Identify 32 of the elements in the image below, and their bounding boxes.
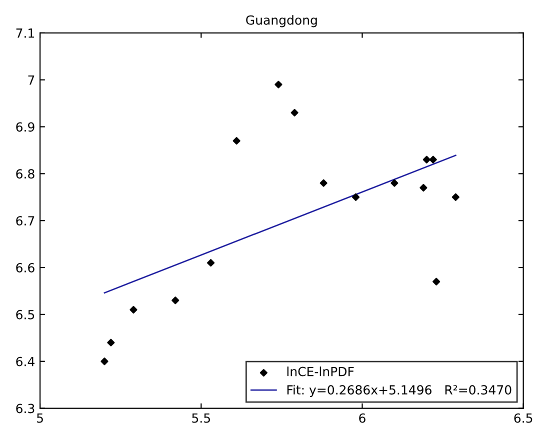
point — [422, 156, 430, 164]
y-tick-label: 6.3 — [16, 404, 34, 414]
point — [130, 306, 138, 314]
point — [290, 108, 298, 116]
y-tick-label: 6.4 — [16, 356, 34, 366]
legend-label: lnCE-lnPDF — [287, 366, 354, 376]
point — [172, 296, 180, 304]
point — [390, 179, 398, 187]
x-tick-label: 6 — [359, 413, 366, 423]
y-tick-label: 6.6 — [16, 262, 34, 272]
x-tick-label: 6.5 — [514, 413, 532, 423]
x-tick-label: 5 — [37, 414, 43, 423]
point — [274, 80, 282, 88]
point — [232, 137, 240, 145]
point — [352, 193, 360, 201]
point — [320, 179, 328, 187]
y-tick-label: 7.1 — [16, 28, 34, 38]
point — [100, 358, 108, 366]
point — [420, 184, 428, 192]
chart-title: Guangdong — [246, 15, 317, 28]
point — [432, 278, 440, 286]
point — [107, 338, 115, 346]
y-tick-label: 6.5 — [16, 310, 34, 320]
point — [207, 259, 215, 267]
y-tick-label: 6.8 — [16, 169, 34, 179]
y-tick-label: 6.9 — [16, 122, 34, 132]
point — [429, 156, 437, 164]
x-tick-label: 5.5 — [192, 414, 210, 423]
y-tick-label: 6.7 — [16, 216, 34, 226]
y-tick-label: 7 — [28, 75, 34, 85]
legend-label: Fit: y=0.2686x+5.1496 R²=0.3470 — [287, 384, 512, 398]
point — [452, 193, 460, 201]
